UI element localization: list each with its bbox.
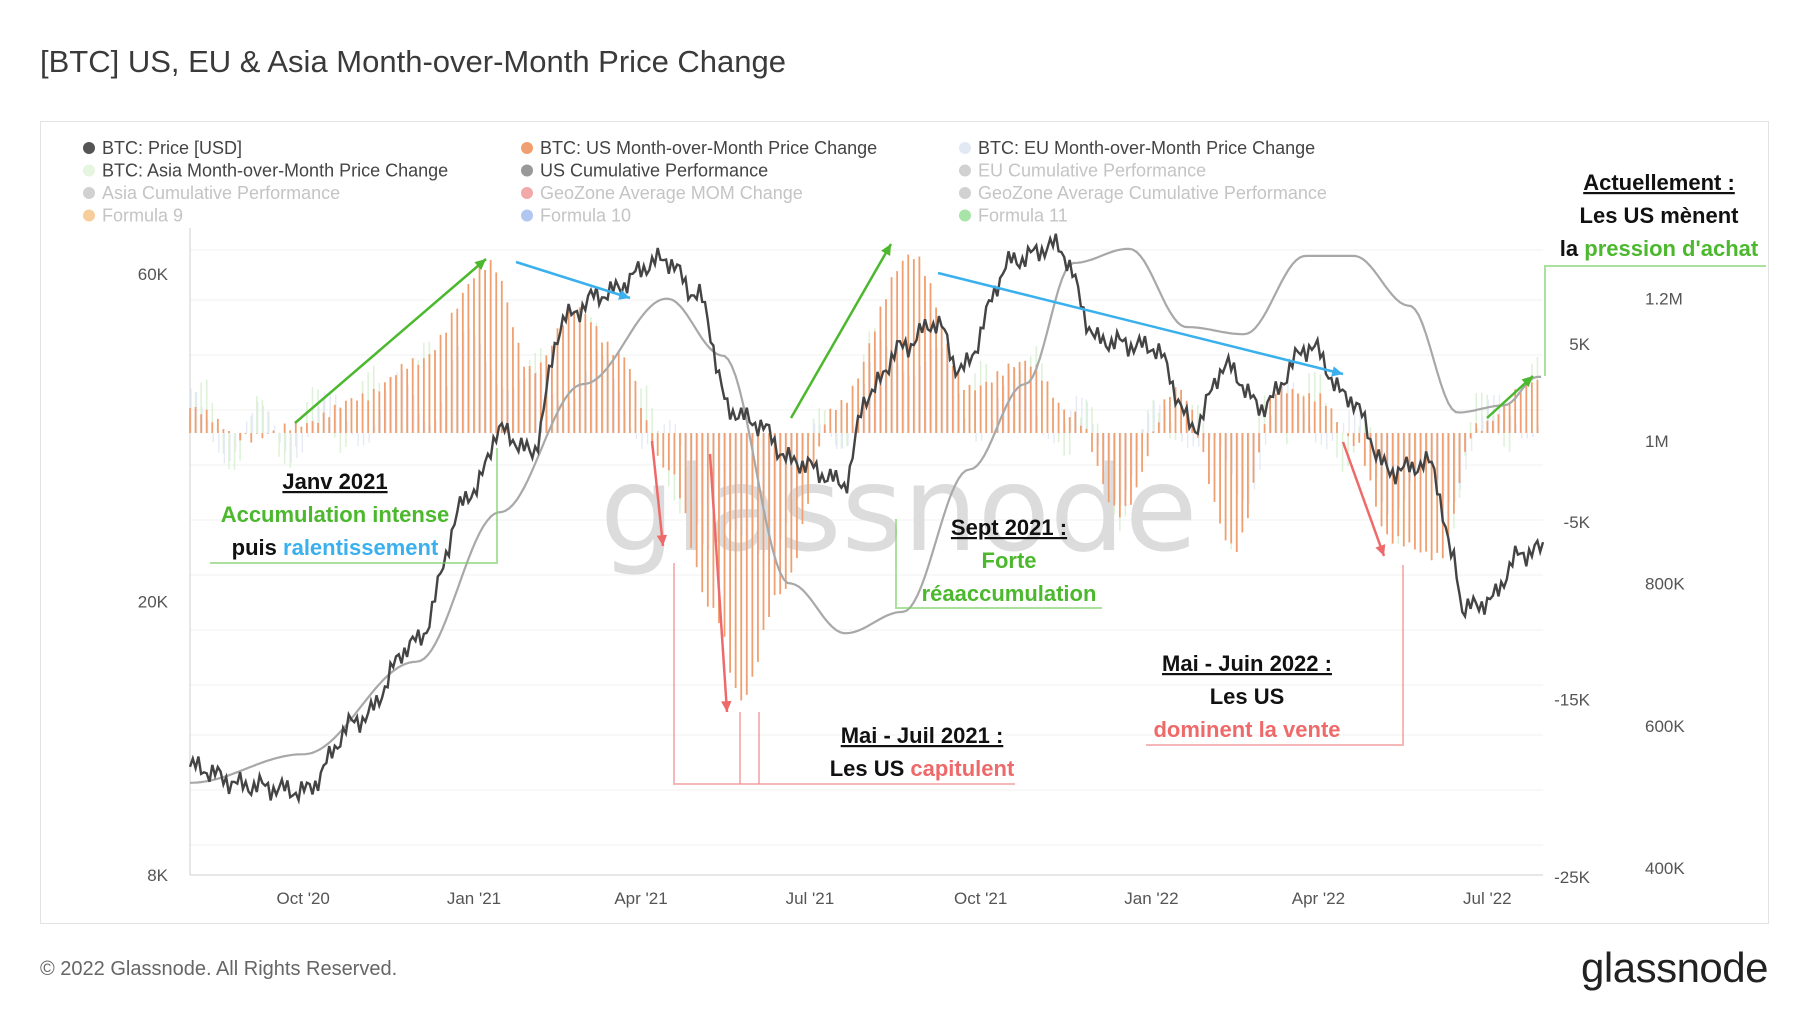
legend-label: GeoZone Average Cumulative Performance	[978, 183, 1327, 203]
anno-maijuin-title: Mai - Juin 2022 :	[1162, 651, 1332, 676]
legend-label: BTC: Asia Month-over-Month Price Change	[102, 161, 448, 181]
arrow-green-now-head	[1521, 376, 1533, 388]
anno-now-title: Actuellement :	[1583, 170, 1735, 195]
legend-label: US Cumulative Performance	[540, 161, 768, 181]
arrow-green-jan-head	[474, 259, 486, 270]
arrow-red-jun-head	[721, 700, 732, 712]
x-tick-label: Apr '21	[614, 889, 667, 908]
glassnode-logo: glassnode	[1581, 944, 1768, 991]
anno-now-line1: Les US mènent	[1580, 203, 1740, 228]
chart-frame	[40, 121, 1769, 924]
x-tick-label: Jul '22	[1463, 889, 1512, 908]
y-left-tick-label: 60K	[138, 265, 169, 284]
legend-marker	[83, 187, 95, 199]
legend-label: BTC: US Month-over-Month Price Change	[540, 138, 877, 158]
arrow-blue-sept	[937, 271, 1344, 376]
anno-jan-title: Janv 2021	[282, 469, 387, 494]
legend-label: Formula 10	[540, 206, 631, 226]
x-tick-label: Jan '22	[1124, 889, 1178, 908]
arrow-green-jan	[294, 258, 487, 424]
y-mom-tick-label: -5K	[1564, 513, 1591, 532]
y-cum-tick-label: 400K	[1645, 859, 1685, 878]
anno-jan-line1: Accumulation intense	[221, 502, 450, 527]
axes: Oct '20 Jan '21 Apr '21 Jul '21 Oct '21 Jan '…	[138, 265, 1686, 908]
us-cumulative-line	[189, 247, 1542, 784]
legend-marker	[959, 142, 971, 154]
legend-label: BTC: Price [USD]	[102, 138, 242, 158]
y-mom-tick-label: -25K	[1554, 868, 1591, 887]
connector-jan	[210, 448, 498, 564]
y-mom-tick-label: 5K	[1569, 335, 1590, 354]
x-tick-label: Jan '21	[447, 889, 501, 908]
legend-marker	[521, 164, 533, 177]
legend-marker	[83, 164, 95, 177]
legend-label: Formula 11	[978, 206, 1068, 226]
legend-marker	[83, 142, 95, 154]
arrow-red-jun	[708, 453, 729, 713]
legend-label: Formula 9	[102, 206, 183, 226]
y-cum-tick-label: 600K	[1645, 717, 1685, 736]
anno-jan-line2: puis ralentissement	[232, 535, 439, 560]
arrow-blue-jan	[515, 260, 631, 300]
legend-marker	[959, 209, 971, 222]
y-cum-tick-label: 800K	[1645, 574, 1685, 593]
y-left-tick-label: 8K	[147, 866, 168, 885]
connector-maijuin	[1146, 565, 1404, 746]
legend-label: BTC: EU Month-over-Month Price Change	[978, 138, 1315, 158]
legend-label: Asia Cumulative Performance	[102, 183, 340, 203]
chart-title: [BTC] US, EU & Asia Month-over-Month Pri…	[40, 44, 787, 79]
legend-label: GeoZone Average MOM Change	[540, 183, 803, 203]
anno-sept-line1: Forte	[982, 548, 1037, 573]
x-tick-label: Jul '21	[786, 889, 835, 908]
arrow-blue-sept-head	[1331, 366, 1343, 377]
annotations: Janv 2021 Accumulation intense puis ralent…	[210, 170, 1766, 785]
legend-marker	[83, 209, 95, 222]
y-mom-tick-label: -15K	[1554, 690, 1591, 709]
btc-price-line	[188, 233, 1545, 805]
x-tick-label: Oct '21	[954, 889, 1007, 908]
connector-maijuil	[673, 563, 1015, 785]
y-cum-tick-label: 1M	[1645, 432, 1669, 451]
connector-now	[1544, 265, 1766, 376]
footer-copyright: © 2022 Glassnode. All Rights Reserved.	[40, 958, 398, 980]
anno-maijuin-line2: dominent la vente	[1153, 717, 1340, 742]
legend-marker	[521, 142, 533, 154]
x-tick-label: Apr '22	[1292, 889, 1345, 908]
arrow-green-sept	[789, 243, 893, 419]
legend[interactable]: BTC: Price [USD] BTC: US Month-over-Month…	[83, 138, 1327, 226]
arrow-blue-jan-head	[618, 289, 630, 300]
arrow-red-may-head	[656, 534, 668, 546]
anno-now-line2: la pression d'achat	[1560, 236, 1759, 261]
arrow-red-may	[650, 440, 665, 547]
arrow-green-sept-head	[881, 244, 891, 256]
legend-marker	[959, 187, 971, 199]
anno-maijuin-line1: Les US	[1210, 684, 1285, 709]
y-left-tick-label: 20K	[138, 593, 169, 612]
legend-label: EU Cumulative Performance	[978, 161, 1206, 181]
x-tick-label: Oct '20	[277, 889, 330, 908]
anno-sept-title: Sept 2021 :	[951, 515, 1067, 540]
anno-maijuil-title: Mai - Juil 2021 :	[841, 723, 1004, 748]
connector-sept	[895, 519, 1102, 609]
legend-marker	[959, 164, 971, 177]
y-cum-tick-label: 1.2M	[1645, 290, 1683, 309]
anno-sept-line2: réaaccumulation	[922, 581, 1097, 606]
legend-marker	[521, 209, 533, 222]
anno-maijuil-line2: Les US capitulent	[830, 756, 1015, 781]
arrow-red-2022-head	[1375, 544, 1386, 556]
grid	[189, 228, 1543, 876]
legend-marker	[521, 187, 533, 199]
series-lines	[188, 233, 1545, 805]
arrow-red-2022	[1341, 441, 1386, 557]
